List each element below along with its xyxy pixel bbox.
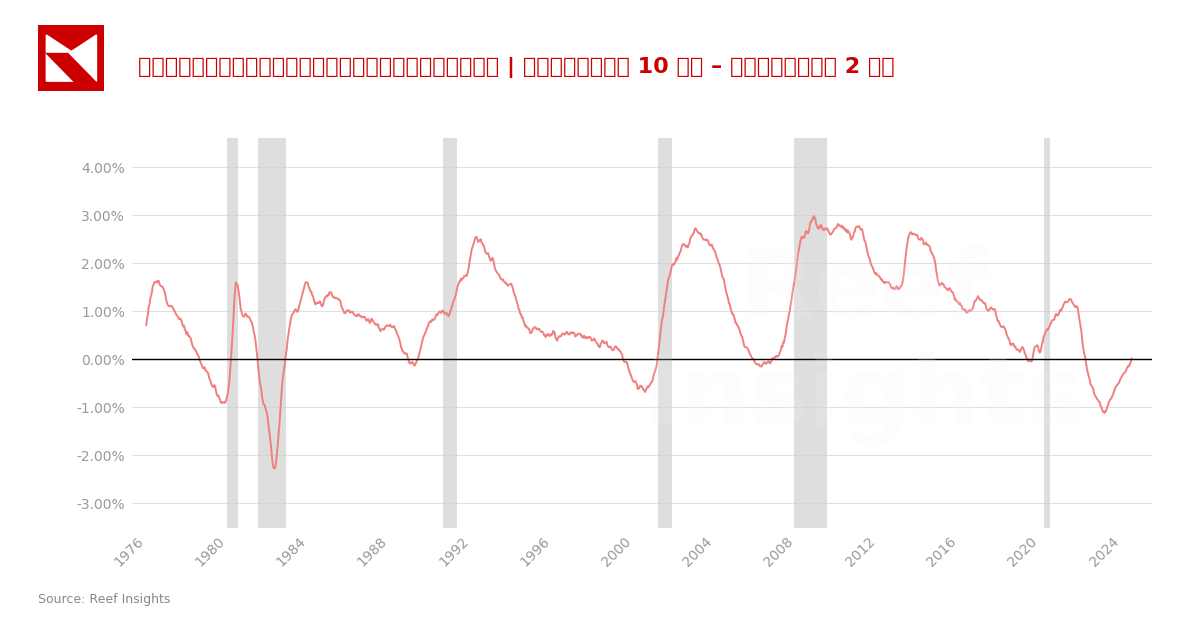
Text: Source: Reef Insights: Source: Reef Insights <box>38 593 170 606</box>
Bar <box>1044 138 1050 528</box>
Bar <box>443 138 457 528</box>
Bar <box>659 138 672 528</box>
Polygon shape <box>47 35 96 81</box>
Bar <box>228 138 238 528</box>
Bar <box>794 138 827 528</box>
Polygon shape <box>46 53 98 83</box>
Text: อัตราผลตอบแทนพันธบัตรสหรัฐฯ | พันธบัตร 10 ปี – พันธบัตร 2 ปี: อัตราผลตอบแทนพันธบัตรสหรัฐฯ | พันธบัตร 1… <box>138 57 895 77</box>
Text: Reef
Insights: Reef Insights <box>644 244 1084 447</box>
Bar <box>258 138 287 528</box>
